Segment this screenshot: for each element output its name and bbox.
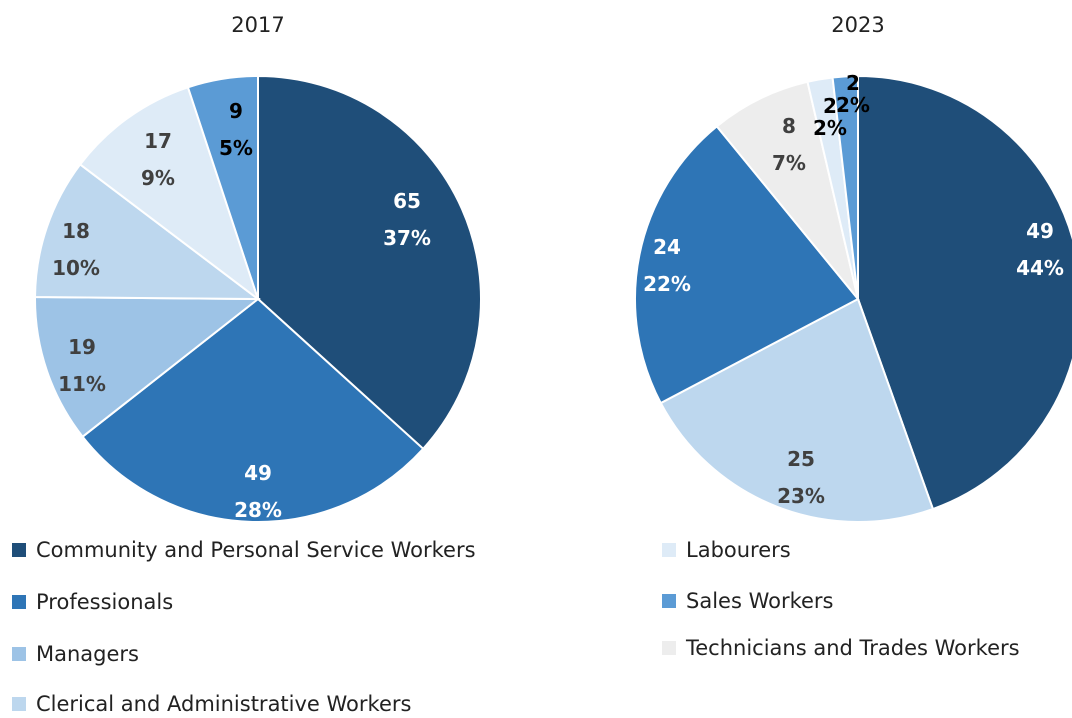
legend-item: Sales Workers <box>662 589 834 613</box>
slice-value-label: 19 <box>68 335 96 359</box>
legend-swatch <box>12 647 26 661</box>
chart-title: 2017 <box>231 13 284 37</box>
chart-title: 2023 <box>831 13 884 37</box>
legend-swatch <box>662 594 676 608</box>
legend-item: Clerical and Administrative Workers <box>12 692 411 716</box>
slice-percent-label: 23% <box>777 484 825 508</box>
slice-value-label: 49 <box>244 461 272 485</box>
pie-slice <box>186 74 259 300</box>
slice-value-label: 2 <box>846 71 860 95</box>
legend-item: Community and Personal Service Workers <box>12 538 476 562</box>
pie-slice <box>659 297 935 523</box>
legend-swatch <box>12 595 26 609</box>
legend-label: Managers <box>36 642 139 666</box>
legend-swatch <box>662 543 676 557</box>
pie-slice <box>634 124 860 405</box>
slice-value-label: 17 <box>144 129 172 153</box>
legend-item: Managers <box>12 642 139 666</box>
slice-percent-label: 44% <box>1016 256 1064 280</box>
slice-percent-label: 7% <box>772 151 806 175</box>
pie-slice <box>81 297 425 523</box>
slice-percent-label: 2% <box>813 116 847 140</box>
pie-slice <box>257 74 482 451</box>
legend-label: Technicians and Trades Workers <box>686 636 1020 660</box>
slice-percent-label: 37% <box>383 226 431 250</box>
slice-value-label: 2 <box>823 94 837 118</box>
pie-slice <box>34 296 261 439</box>
legend-label: Professionals <box>36 590 174 614</box>
legend-swatch <box>662 641 676 655</box>
slice-percent-label: 28% <box>234 498 282 522</box>
slice-value-label: 25 <box>787 447 815 471</box>
slice-percent-label: 10% <box>52 256 100 280</box>
pie-slice <box>857 74 1072 511</box>
pie-slice <box>78 86 260 302</box>
slice-value-label: 49 <box>1026 219 1054 243</box>
legend-label: Labourers <box>686 538 791 562</box>
legend-swatch <box>12 543 26 557</box>
slice-percent-label: 11% <box>58 372 106 396</box>
legend-label: Clerical and Administrative Workers <box>36 692 412 716</box>
slice-value-label: 9 <box>229 99 243 123</box>
slice-percent-label: 9% <box>141 166 175 190</box>
pie-slice <box>33 163 262 301</box>
slice-value-label: 18 <box>62 219 90 243</box>
slice-value-label: 24 <box>653 235 681 259</box>
legend-label: Sales Workers <box>686 589 834 613</box>
slice-percent-label: 5% <box>219 136 253 160</box>
legend-label: Community and Personal Service Workers <box>36 538 476 562</box>
slice-percent-label: 22% <box>643 272 691 296</box>
legend-item: Technicians and Trades Workers <box>662 636 1020 660</box>
pie-slice <box>715 80 859 300</box>
slice-value-label: 8 <box>782 114 796 138</box>
legend-item: Labourers <box>662 538 791 562</box>
slice-value-label: 65 <box>393 189 421 213</box>
pie-chart-2017: 2017 65 37% 49 28% 19 11% 18 10% 17 9% 9 5% <box>33 13 482 523</box>
slice-percent-label: 2% <box>836 93 870 117</box>
legend-item: Professionals <box>12 590 173 614</box>
pie-slice <box>831 74 859 300</box>
legend-swatch <box>12 697 26 711</box>
